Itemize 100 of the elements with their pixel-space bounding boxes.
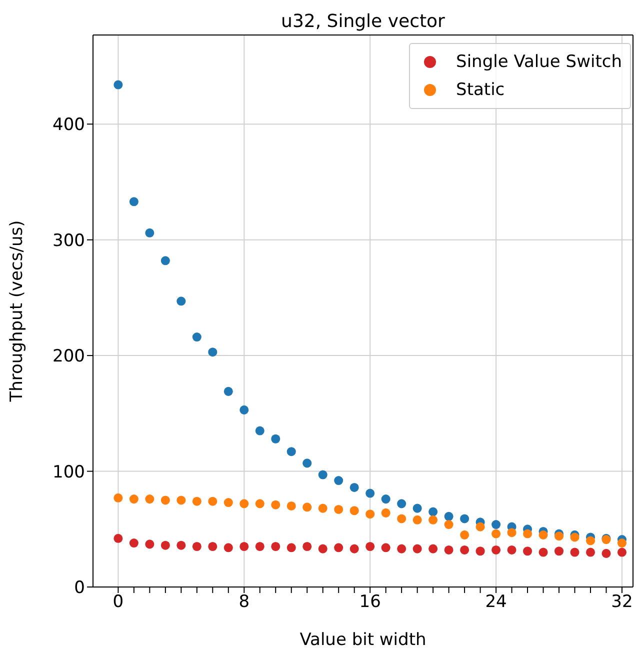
point <box>240 542 249 551</box>
point <box>192 332 202 342</box>
point <box>428 515 438 524</box>
legend-label: Single Value Switch <box>456 51 622 74</box>
point <box>334 543 344 552</box>
y-tick-label: 400 <box>52 115 85 136</box>
point <box>397 544 406 554</box>
point <box>366 488 375 498</box>
y-tick-label: 200 <box>52 346 85 367</box>
x-tick-label: 24 <box>485 592 507 612</box>
point <box>224 498 233 508</box>
point <box>586 536 596 546</box>
point <box>460 530 470 540</box>
x-tick-label: 8 <box>238 592 250 612</box>
x-tick-label: 32 <box>611 592 633 612</box>
point <box>271 500 280 510</box>
point <box>224 386 233 396</box>
point <box>240 499 249 508</box>
point <box>507 545 516 554</box>
point <box>492 529 501 538</box>
point <box>114 534 123 543</box>
point <box>176 540 186 550</box>
y-tick-label: 0 <box>74 578 85 598</box>
point <box>570 548 580 557</box>
point <box>208 542 218 551</box>
point <box>428 507 438 516</box>
point <box>444 520 454 530</box>
y-axis-title: Throughput (vecs/us) <box>7 220 28 403</box>
point <box>617 548 626 557</box>
point <box>176 296 186 306</box>
point <box>366 542 375 551</box>
point <box>318 470 328 480</box>
point <box>129 197 138 206</box>
point <box>114 80 123 90</box>
point <box>302 502 312 512</box>
point <box>302 542 312 551</box>
point <box>397 514 406 524</box>
point <box>460 545 470 554</box>
x-axis-title: Value bit width <box>300 630 426 650</box>
point <box>554 546 564 556</box>
point <box>428 544 438 554</box>
y-tick-label: 100 <box>52 462 85 482</box>
point <box>286 447 296 456</box>
point <box>586 548 596 557</box>
point <box>160 256 170 266</box>
point <box>318 504 328 513</box>
point <box>492 545 501 554</box>
point <box>381 508 390 518</box>
point <box>492 520 501 530</box>
point <box>397 499 406 508</box>
point <box>255 426 264 436</box>
point <box>160 540 170 550</box>
point <box>255 542 264 551</box>
point <box>286 543 296 552</box>
point <box>476 522 485 532</box>
point <box>286 501 296 510</box>
point <box>208 496 218 506</box>
point <box>412 515 422 524</box>
point <box>160 496 170 505</box>
point <box>350 544 359 554</box>
point <box>570 532 580 542</box>
point <box>240 405 249 414</box>
point <box>318 544 328 554</box>
point <box>617 538 626 548</box>
point <box>523 529 532 538</box>
point <box>381 494 390 504</box>
point <box>114 493 123 502</box>
chart-title: u32, Single vector <box>280 11 446 32</box>
point <box>192 542 202 551</box>
point <box>476 546 485 556</box>
point <box>350 482 359 492</box>
point <box>444 512 454 521</box>
point <box>366 510 375 519</box>
point <box>444 545 454 554</box>
y-tick-label: 300 <box>52 230 85 251</box>
point <box>350 506 359 516</box>
point <box>145 494 154 504</box>
point <box>554 532 564 541</box>
point <box>538 548 548 557</box>
point <box>145 228 154 238</box>
point <box>224 543 233 552</box>
point <box>412 504 422 513</box>
point <box>255 499 264 508</box>
point <box>602 548 611 558</box>
point <box>460 514 470 524</box>
point <box>129 538 138 548</box>
legend-label: Static <box>456 79 505 102</box>
x-tick-label: 16 <box>359 592 381 612</box>
point <box>192 496 202 506</box>
point <box>334 504 344 514</box>
point <box>523 546 532 556</box>
point <box>129 494 138 504</box>
point <box>176 496 186 505</box>
point <box>208 348 218 357</box>
x-tick-label: 0 <box>112 592 124 612</box>
point <box>507 528 516 538</box>
point <box>271 542 280 551</box>
point <box>334 476 344 486</box>
point <box>538 530 548 540</box>
point <box>381 543 390 552</box>
